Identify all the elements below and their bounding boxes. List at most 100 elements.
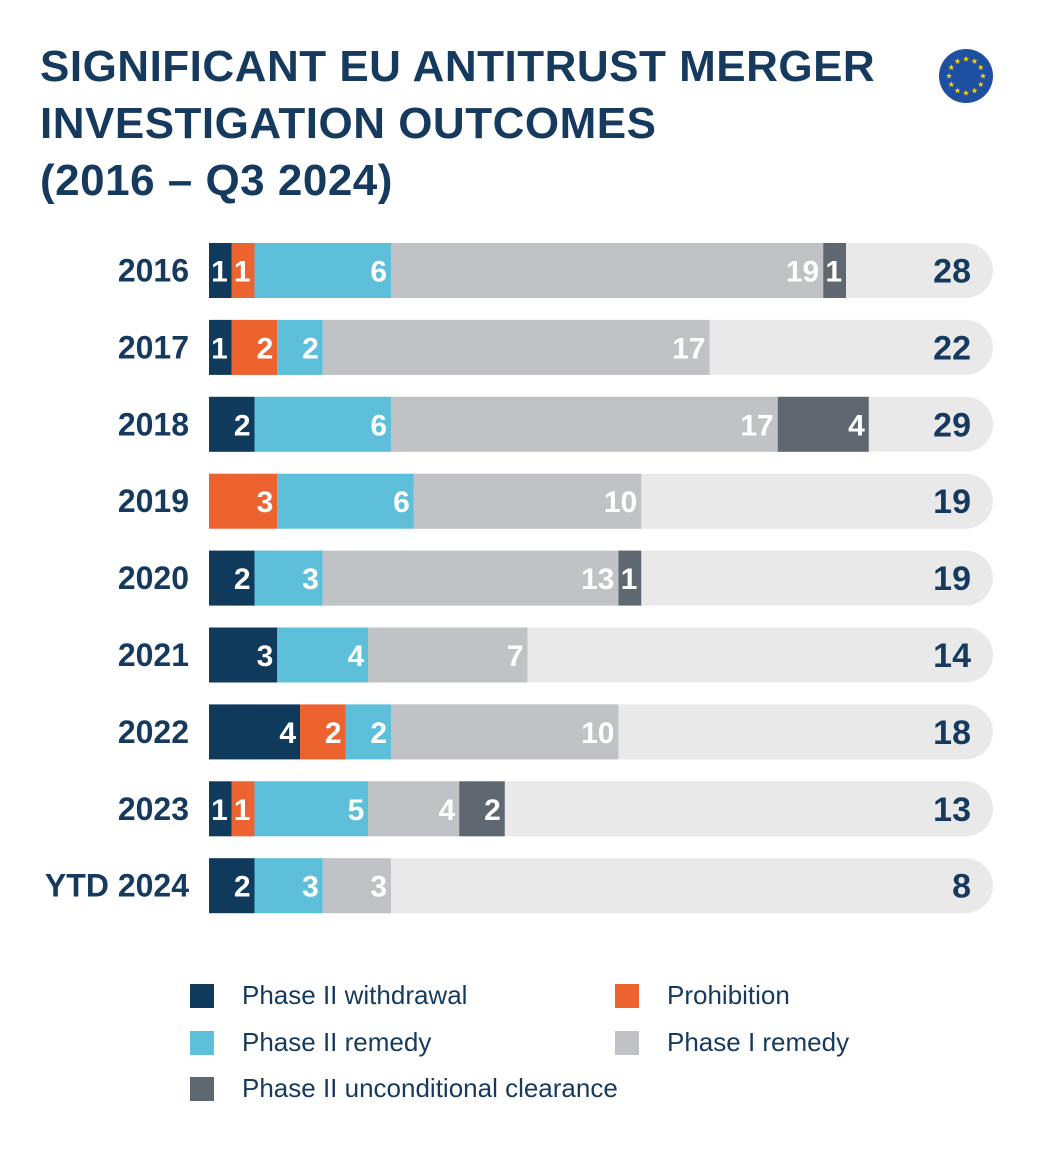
bar-segment-phase-i-remedy (391, 396, 778, 452)
flag-star (971, 58, 978, 64)
legend-swatch (190, 1076, 214, 1101)
bar-segment-phase-i-remedy (322, 319, 710, 375)
bar-segment-phase-ii-remedy (254, 781, 369, 837)
segment-value-label: 7 (507, 640, 524, 673)
bar-row-2018: 2018 2 6 17 4 29 (118, 396, 993, 452)
bar-total-label: 8 (952, 868, 971, 906)
bar-segment-phase-i-remedy (322, 858, 391, 914)
legend-swatch (615, 983, 639, 1008)
segment-value-label: 17 (740, 409, 773, 442)
segment-value-label: 2 (234, 409, 251, 442)
bar-row-ytd-2024: YTD 2024 2 3 3 8 (45, 858, 993, 914)
flag-disc (939, 49, 993, 103)
segment-value-label: 4 (348, 640, 365, 673)
chart-title-line: SIGNIFICANT EU ANTITRUST MERGER (40, 42, 876, 91)
segment-value-label: 1 (825, 256, 842, 289)
segment-value-label: 17 (672, 332, 705, 365)
segment-value-label: 2 (234, 871, 251, 904)
y-tick-label: 2022 (118, 714, 189, 750)
bar-segment-prohibition (300, 704, 346, 760)
bar-segment-phase-i-remedy (391, 704, 619, 760)
bar-segment-phase-ii-withdrawal (209, 858, 255, 914)
segment-value-label: 6 (370, 256, 387, 289)
legend-item-phase-ii-unconditional-clearance: Phase II unconditional clearance (190, 1073, 618, 1104)
segment-value-label: 4 (279, 717, 296, 750)
segment-value-label: 1 (211, 794, 228, 827)
bar-segment-prohibition (231, 243, 255, 298)
bar-segment-phase-i-remedy (322, 550, 619, 606)
segment-value-label: 1 (234, 794, 251, 827)
flag-star (977, 64, 984, 71)
segment-value-label: 2 (234, 563, 251, 596)
bar-segment-phase-i-remedy (368, 781, 460, 837)
bar-segment-phase-ii-withdrawal (209, 781, 232, 837)
bar-row-2020: 2020 2 3 13 1 19 (118, 550, 993, 606)
bar-track (209, 858, 993, 914)
legend-label: Phase II remedy (242, 1027, 432, 1057)
legend-label: Prohibition (667, 980, 790, 1010)
bar-segment-phase-ii-unconditional-clearance (777, 396, 869, 452)
bar-segment-phase-ii-withdrawal (209, 704, 300, 760)
bar-row-2021: 2021 3 4 7 14 (118, 627, 993, 683)
eu-flag-icon (939, 49, 993, 103)
segment-value-label: 4 (439, 794, 456, 827)
segment-value-label: 1 (234, 256, 251, 289)
legend-item-prohibition: Prohibition (615, 980, 790, 1011)
bar-segment-prohibition (209, 473, 278, 529)
bar-total-label: 28 (933, 253, 971, 291)
chart-title-line: INVESTIGATION OUTCOMES (40, 99, 657, 148)
bar-total-label: 29 (933, 406, 971, 444)
bar-total-label: 19 (933, 483, 971, 521)
segment-value-label: 2 (370, 717, 387, 750)
flag-star (954, 87, 961, 94)
flag-star (971, 87, 978, 94)
bar-segment-phase-ii-withdrawal (209, 550, 255, 606)
segment-value-label: 3 (370, 871, 387, 904)
segment-value-label: 2 (257, 332, 274, 365)
bar-row-2016: 2016 1 1 6 19 1 28 (118, 243, 993, 298)
bar-segment-phase-i-remedy (391, 243, 824, 298)
bar-row-2023: 2023 1 1 5 4 2 13 (118, 781, 993, 837)
bar-total-label: 14 (933, 637, 971, 675)
legend-swatch (615, 1030, 639, 1055)
bar-row-2022: 2022 4 2 2 10 18 (118, 704, 993, 760)
y-tick-label: 2023 (118, 791, 189, 827)
bar-segment-phase-ii-withdrawal (209, 243, 232, 298)
legend-label: Phase II withdrawal (242, 980, 468, 1010)
segment-value-label: 3 (257, 486, 274, 519)
segment-value-label: 13 (581, 563, 614, 596)
segment-value-label: 1 (211, 332, 228, 365)
bar-total-label: 18 (933, 714, 971, 752)
bar-row-2019: 2019 3 6 10 19 (118, 473, 993, 529)
legend-item-phase-i-remedy: Phase I remedy (615, 1027, 849, 1058)
y-tick-label: 2017 (118, 329, 189, 365)
segment-value-label: 10 (604, 486, 637, 519)
segment-value-label: 2 (484, 794, 501, 827)
bar-segment-prohibition (231, 781, 255, 837)
segment-value-label: 2 (325, 717, 342, 750)
bar-segment-phase-ii-unconditional-clearance (618, 550, 642, 606)
bar-total-label: 19 (933, 560, 971, 598)
bar-segment-phase-i-remedy (413, 473, 642, 529)
legend-swatch (190, 1030, 214, 1055)
flag-star (948, 64, 955, 71)
y-tick-label: 2019 (118, 483, 189, 519)
flag-star (962, 89, 970, 96)
flag-star (979, 72, 987, 79)
y-tick-label: 2020 (118, 560, 189, 596)
segment-value-label: 5 (348, 794, 365, 827)
segment-value-label: 6 (393, 486, 410, 519)
bar-total-label: 22 (933, 329, 971, 367)
bar-segment-phase-ii-remedy (345, 704, 391, 760)
bar-segment-phase-i-remedy (368, 627, 528, 683)
bar-total-label: 13 (933, 791, 971, 829)
segment-value-label: 1 (621, 563, 638, 596)
segment-value-label: 19 (786, 256, 819, 289)
flag-star (962, 55, 970, 62)
bar-segment-phase-ii-remedy (254, 243, 391, 298)
bar-segment-phase-ii-remedy (277, 627, 369, 683)
bar-segment-phase-ii-remedy (254, 396, 391, 452)
segment-value-label: 6 (370, 409, 387, 442)
legend-item-phase-ii-withdrawal: Phase II withdrawal (190, 980, 467, 1011)
